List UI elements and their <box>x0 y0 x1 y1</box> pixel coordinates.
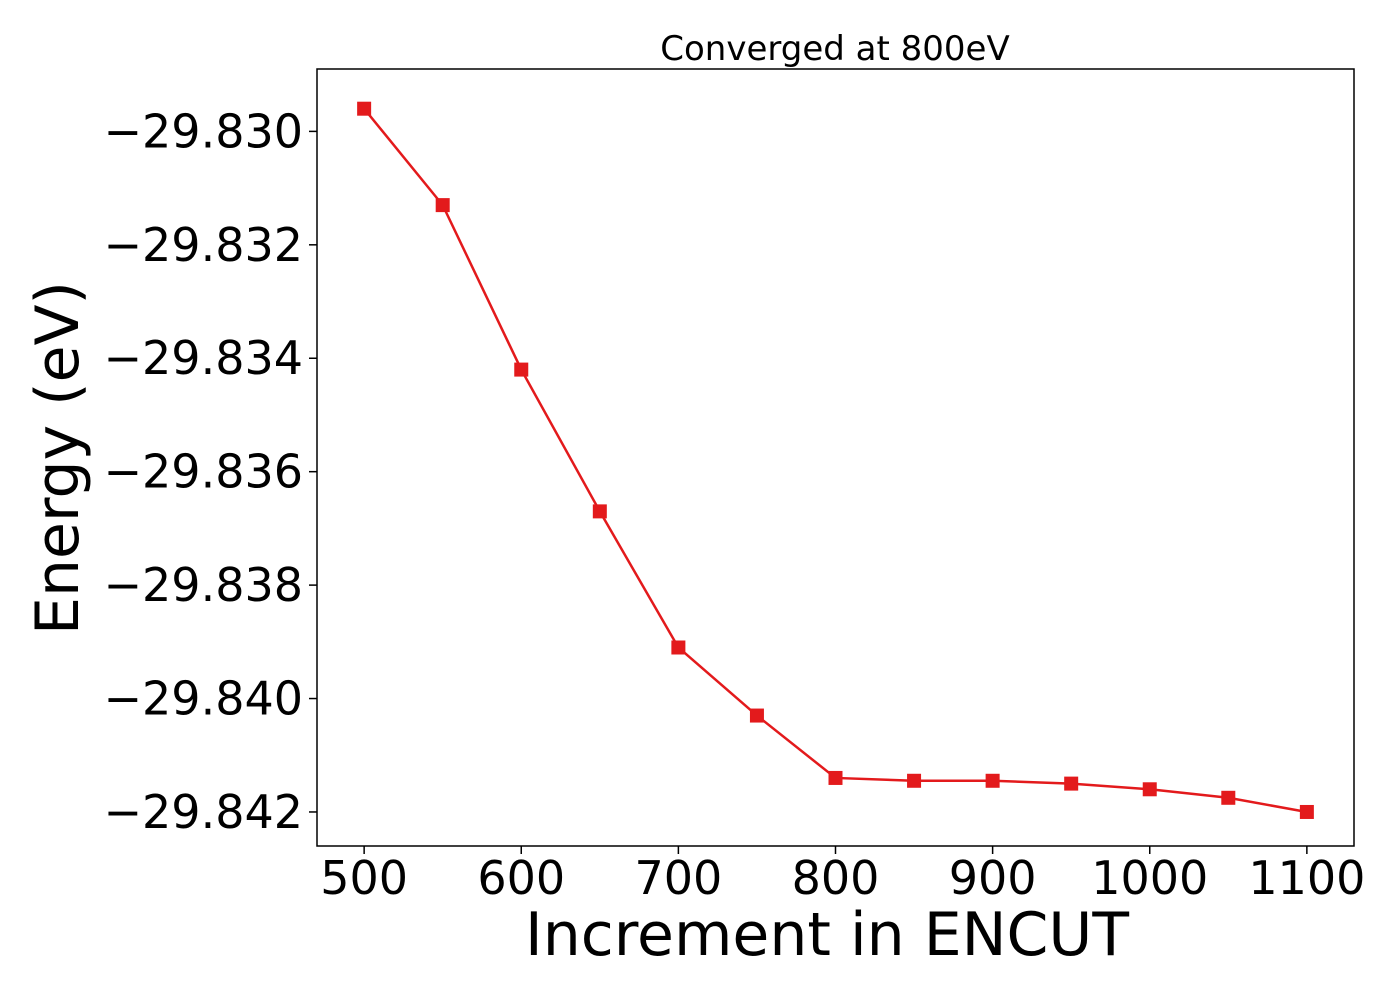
chart-title: Converged at 800eV <box>660 29 1009 69</box>
series-layer <box>357 101 1314 819</box>
y-tick-label: −29.830 <box>104 104 304 158</box>
series-line <box>363 107 1308 814</box>
data-point-marker <box>985 773 1000 788</box>
y-tick-label: −29.832 <box>104 218 304 272</box>
data-point-marker <box>828 770 843 785</box>
data-point-marker <box>907 773 922 788</box>
plot-area <box>316 68 1355 847</box>
x-tick-label: 500 <box>320 851 408 905</box>
y-axis: −29.830 −29.832 −29.834 −29.836 −29.838 −29.8… <box>104 104 317 839</box>
y-tick-label: −29.836 <box>104 445 304 499</box>
data-point-marker <box>1142 782 1157 797</box>
y-tick-label: −29.842 <box>104 785 304 839</box>
x-tick-label: 700 <box>634 851 722 905</box>
data-point-marker <box>514 362 529 377</box>
x-tick-label: 600 <box>477 851 565 905</box>
y-tick-label: −29.838 <box>104 558 304 612</box>
y-tick-label: −29.840 <box>104 672 304 726</box>
data-point-marker <box>1064 776 1079 791</box>
data-point-marker <box>592 504 607 519</box>
x-tick-label: 1000 <box>1091 851 1208 905</box>
y-tick-label: −29.834 <box>104 331 304 385</box>
data-point-marker <box>1299 804 1314 819</box>
x-tick-label: 1100 <box>1248 851 1365 905</box>
data-point-marker <box>671 640 686 655</box>
data-point-marker <box>357 101 372 116</box>
x-axis-label: Increment in ENCUT <box>525 900 1129 970</box>
x-axis: 500 600 700 800 900 1000 1100 <box>320 846 1365 905</box>
x-tick-label: 800 <box>792 851 880 905</box>
x-tick-label: 900 <box>949 851 1037 905</box>
data-point-marker <box>1221 790 1236 805</box>
data-point-marker <box>435 198 450 213</box>
y-axis-label: Energy (eV) <box>23 281 93 635</box>
data-point-marker <box>749 708 764 723</box>
